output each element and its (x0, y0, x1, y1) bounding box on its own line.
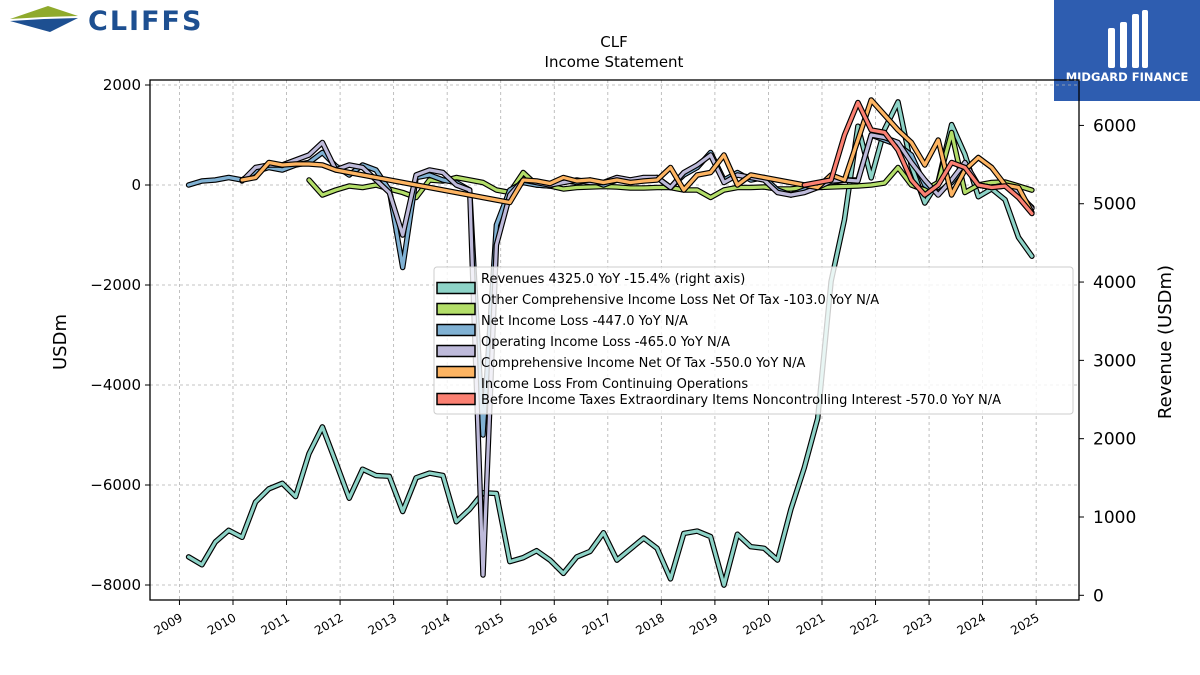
legend-label-1: Other Comprehensive Income Loss Net Of T… (481, 293, 879, 308)
x-tick-label: 2012 (312, 610, 345, 637)
y-tick-label: −4000 (90, 376, 141, 394)
y2-tick-label: 4000 (1093, 273, 1136, 293)
x-tick-label: 2015 (473, 610, 506, 637)
chart-legend: Revenues 4325.0 YoY -15.4% (right axis) O… (433, 266, 1074, 415)
chart-title: CLF (600, 33, 627, 51)
y-axis-label: USDm (50, 314, 71, 370)
y-tick-label: −6000 (90, 476, 141, 494)
x-tick-label: 2011 (259, 610, 292, 637)
legend-swatch-1 (436, 302, 476, 316)
x-tick-label: 2010 (205, 610, 238, 637)
cliffs-logo-text: CLIFFS (88, 6, 203, 37)
cliffs-logo-mark-bottom (10, 18, 78, 32)
y-tick-label: −2000 (90, 276, 141, 294)
legend-label-4: Comprehensive Income Net Of Tax -550.0 Y… (481, 356, 806, 371)
series-line-5 (802, 100, 1034, 216)
chart-subtitle: Income Statement (545, 53, 684, 71)
legend-swatch-2 (436, 323, 476, 337)
legend-box (433, 266, 1074, 415)
x-tick-label: 2025 (1008, 610, 1041, 637)
x-tick-label: 2013 (366, 610, 399, 637)
chart-series (185, 97, 1035, 588)
x-tick-label: 2014 (419, 610, 452, 637)
legend-swatch-0 (436, 281, 476, 295)
x-tick-label: 2016 (526, 610, 559, 637)
legend-label-0: Revenues 4325.0 YoY -15.4% (right axis) (481, 272, 745, 287)
midgard-logo-text: MIDGARD FINANCE (1066, 70, 1189, 84)
y2-tick-label: 3000 (1093, 351, 1136, 371)
y2-tick-label: 1000 (1093, 508, 1136, 528)
y2-axis-label: Revenue (USDm) (1155, 265, 1176, 419)
y-tick-label: −8000 (90, 576, 141, 594)
legend-label-2: Net Income Loss -447.0 YoY N/A (481, 314, 688, 329)
x-tick-label: 2021 (794, 610, 827, 637)
midgard-logo-mark (1108, 10, 1148, 68)
series-line-4 (240, 98, 1034, 215)
legend-label-5: Income Loss From Continuing Operations Be… (481, 377, 1001, 408)
legend-swatch-3 (436, 344, 476, 358)
plot-frame (149, 79, 1080, 601)
x-tick-label: 2023 (901, 610, 934, 637)
legend-swatch-4 (436, 365, 476, 379)
y2-tick-label: 2000 (1093, 430, 1136, 450)
x-tick-label: 2018 (633, 610, 666, 637)
y2-tick-label: 5000 (1093, 195, 1136, 215)
x-tick-label: 2019 (687, 610, 720, 637)
cliffs-logo: CLIFFS (8, 4, 248, 38)
x-tick-label: 2009 (151, 610, 184, 637)
legend-swatch-5 (436, 392, 476, 406)
legend-label-3: Operating Income Loss -465.0 YoY N/A (481, 335, 730, 350)
cliffs-logo-mark-top (10, 6, 78, 19)
series-line-0 (187, 100, 1034, 587)
x-tick-label: 2024 (955, 610, 988, 637)
y2-tick-label: 0 (1093, 586, 1104, 606)
y-tick-label: 0 (131, 176, 141, 194)
midgard-finance-logo: MIDGARD FINANCE (1054, 0, 1200, 101)
y-tick-label: 2000 (103, 76, 141, 94)
y2-tick-label: 6000 (1093, 116, 1136, 136)
x-tick-label: 2017 (580, 610, 613, 637)
x-tick-label: 2022 (848, 610, 881, 637)
x-tick-label: 2020 (740, 610, 773, 637)
